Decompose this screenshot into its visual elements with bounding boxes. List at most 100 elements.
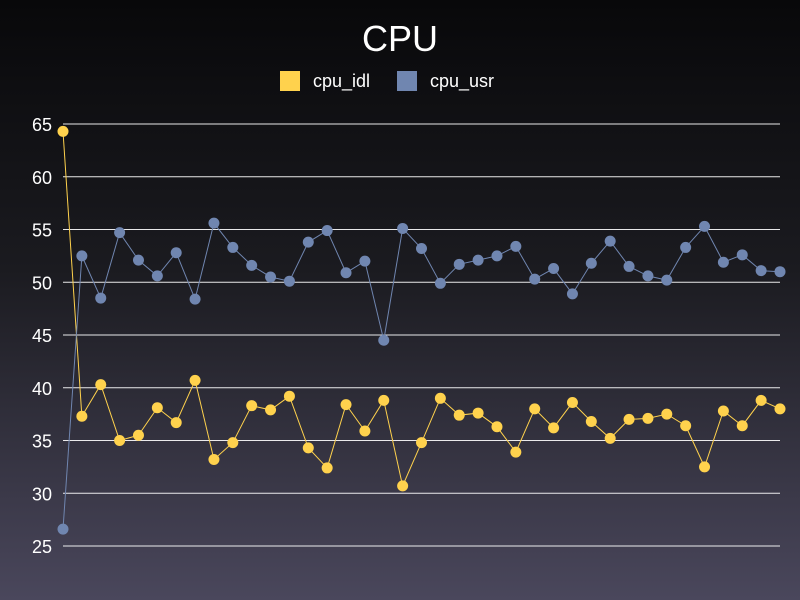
data-point-cpu_usr	[378, 334, 390, 346]
data-point-cpu_idl	[265, 404, 277, 416]
data-point-cpu_idl	[661, 408, 673, 420]
legend-label-cpu_idl: cpu_idl	[313, 71, 370, 92]
data-point-cpu_idl	[585, 416, 597, 428]
data-point-cpu_usr	[604, 235, 616, 247]
data-point-cpu_idl	[208, 453, 220, 465]
data-point-cpu_usr	[95, 292, 107, 304]
plot-area	[57, 125, 786, 535]
data-point-cpu_idl	[359, 425, 371, 437]
y-tick-label: 50	[32, 273, 52, 293]
data-point-cpu_usr	[510, 240, 522, 252]
data-point-cpu_usr	[680, 241, 692, 253]
y-tick-label: 65	[32, 115, 52, 135]
data-point-cpu_idl	[340, 399, 352, 411]
data-point-cpu_idl	[774, 403, 786, 415]
y-axis-ticks: 25 30 35 40 45 50 55 60 65	[32, 115, 52, 557]
data-point-cpu_idl	[378, 394, 390, 406]
gridlines	[63, 123, 780, 547]
data-point-cpu_idl	[491, 421, 503, 433]
data-point-cpu_idl	[510, 446, 522, 458]
y-tick-label: 60	[32, 168, 52, 188]
data-point-cpu_usr	[189, 293, 201, 305]
data-point-cpu_usr	[699, 220, 711, 232]
data-point-cpu_usr	[755, 265, 767, 277]
data-point-cpu_idl	[302, 442, 314, 454]
data-point-cpu_usr	[57, 523, 69, 535]
data-point-cpu_usr	[283, 275, 295, 287]
data-point-cpu_usr	[416, 242, 427, 254]
series-line-cpu_idl	[62, 131, 781, 488]
data-point-cpu_usr	[472, 254, 484, 266]
data-point-cpu_usr	[623, 260, 635, 272]
legend-label-cpu_usr: cpu_usr	[430, 71, 494, 92]
data-point-cpu_idl	[227, 437, 239, 449]
data-point-cpu_idl	[189, 374, 201, 386]
series-line-cpu_usr	[62, 222, 781, 530]
data-point-cpu_idl	[566, 397, 578, 409]
data-point-cpu_usr	[151, 270, 163, 282]
data-point-cpu_idl	[114, 435, 126, 446]
y-tick-label: 30	[32, 484, 52, 504]
series-cpu_usr	[57, 217, 786, 535]
legend: cpu_idl cpu_usr	[280, 71, 494, 92]
data-point-cpu_idl	[472, 407, 484, 419]
y-tick-label: 45	[32, 326, 52, 346]
data-point-cpu_usr	[114, 227, 126, 239]
data-point-cpu_usr	[548, 263, 560, 275]
data-point-cpu_idl	[434, 392, 446, 404]
data-point-cpu_usr	[397, 222, 409, 234]
data-point-cpu_idl	[623, 413, 635, 425]
data-point-cpu_usr	[491, 250, 503, 262]
data-point-cpu_idl	[170, 417, 182, 429]
data-point-cpu_idl	[604, 432, 616, 444]
data-point-cpu_usr	[529, 273, 541, 285]
data-point-cpu_usr	[774, 266, 786, 278]
data-point-cpu_idl	[680, 420, 692, 432]
data-point-cpu_idl	[548, 422, 560, 434]
data-point-cpu_usr	[246, 259, 258, 271]
y-tick-label: 55	[32, 221, 52, 241]
data-point-cpu_idl	[717, 405, 729, 417]
data-point-cpu_idl	[76, 410, 88, 422]
data-point-cpu_idl	[246, 400, 258, 412]
data-point-cpu_idl	[416, 437, 427, 449]
data-point-cpu_idl	[755, 394, 767, 406]
data-point-cpu_usr	[321, 225, 333, 237]
data-point-cpu_usr	[76, 250, 88, 262]
chart-title: CPU	[361, 18, 438, 59]
data-point-cpu_usr	[208, 217, 220, 229]
data-point-cpu_idl	[283, 390, 295, 402]
data-point-cpu_usr	[585, 257, 597, 269]
data-point-cpu_usr	[302, 236, 314, 248]
data-point-cpu_idl	[151, 402, 163, 414]
data-point-cpu_idl	[529, 403, 541, 415]
series-cpu_idl	[57, 125, 786, 492]
data-point-cpu_idl	[132, 429, 144, 441]
data-point-cpu_usr	[717, 256, 729, 268]
legend-swatch-cpu_idl	[280, 71, 300, 91]
y-tick-label: 35	[32, 432, 52, 452]
data-point-cpu_usr	[566, 288, 578, 300]
data-point-cpu_usr	[736, 249, 748, 261]
data-point-cpu_usr	[170, 247, 182, 259]
data-point-cpu_usr	[453, 258, 465, 270]
data-point-cpu_idl	[57, 125, 69, 137]
y-tick-label: 40	[32, 379, 52, 399]
data-point-cpu_usr	[340, 267, 352, 279]
data-point-cpu_usr	[642, 270, 654, 282]
data-point-cpu_usr	[359, 255, 371, 267]
data-point-cpu_idl	[699, 461, 711, 473]
data-point-cpu_idl	[642, 412, 654, 424]
data-point-cpu_idl	[453, 409, 465, 421]
data-point-cpu_usr	[132, 254, 144, 266]
data-point-cpu_idl	[397, 480, 409, 492]
legend-swatch-cpu_usr	[397, 71, 417, 91]
data-point-cpu_usr	[434, 277, 446, 289]
data-point-cpu_usr	[661, 274, 673, 286]
y-tick-label: 25	[32, 537, 52, 557]
data-point-cpu_usr	[227, 241, 239, 253]
data-point-cpu_idl	[95, 379, 107, 391]
data-point-cpu_idl	[736, 420, 748, 432]
data-point-cpu_idl	[321, 462, 333, 474]
